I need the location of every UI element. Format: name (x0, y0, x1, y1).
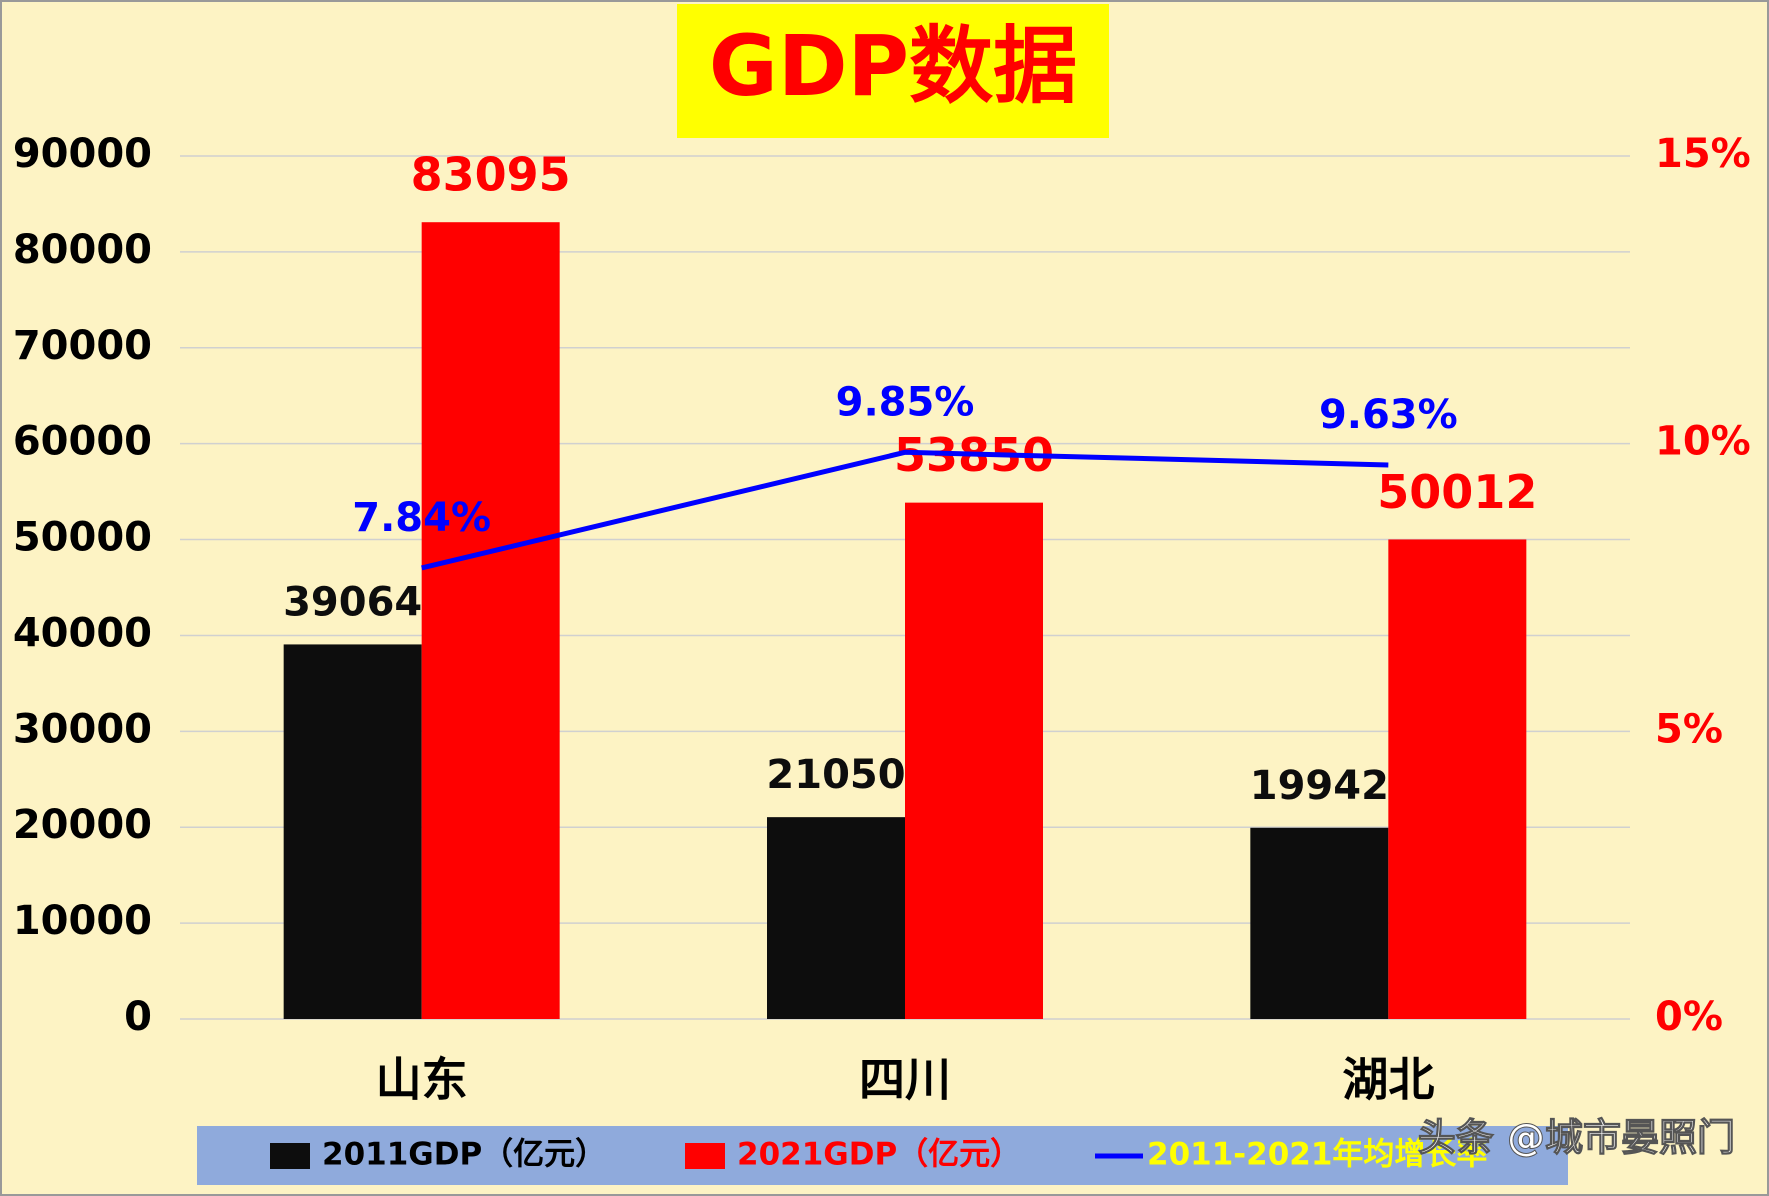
legend-label: 2021GDP（亿元） (737, 1137, 1021, 1173)
y-tick-label: 40000 (13, 610, 152, 656)
y2-tick-label: 10% (1655, 419, 1751, 465)
y-tick-label: 0 (124, 994, 152, 1040)
y-tick-label: 10000 (13, 898, 152, 944)
chart-title: GDP数据 (709, 17, 1077, 115)
legend-box (197, 1126, 1568, 1185)
legend-label: 2011-2021年均增长率 (1147, 1137, 1487, 1173)
watermark: 头条 @城市晏照门 (1418, 1116, 1735, 1160)
y2-tick-label: 15% (1655, 131, 1751, 177)
line (421, 449, 1389, 571)
x-tick-label: 湖北 (1342, 1053, 1434, 1107)
bar (1388, 539, 1527, 1019)
y-tick-label: 90000 (13, 131, 152, 177)
bar-value-label: 39064 (283, 579, 422, 625)
y-tick-label: 60000 (13, 419, 152, 465)
y-tick-label: 50000 (13, 515, 152, 561)
y-tick-label: 70000 (13, 323, 152, 369)
bar-value-label: 21050 (766, 752, 905, 798)
y-tick-label: 30000 (13, 706, 152, 752)
bar-value-label: 83095 (411, 148, 571, 202)
y-tick-label: 80000 (13, 227, 152, 273)
bar (905, 502, 1043, 1020)
bar (1250, 827, 1389, 1019)
x-tick-label: 山东 (376, 1053, 468, 1107)
y-tick-label: 20000 (13, 802, 152, 848)
legend-swatch (685, 1143, 725, 1169)
legend-swatch (270, 1143, 310, 1169)
bar (421, 222, 560, 1019)
bar-value-label: 50012 (1377, 465, 1537, 519)
legend-label: 2011GDP（亿元） (322, 1137, 606, 1173)
line-value-label: 9.85% (836, 379, 975, 425)
line-value-label: 7.84% (352, 495, 491, 541)
bar (283, 644, 422, 1019)
x-tick-label: 四川 (859, 1053, 951, 1107)
y2-tick-label: 5% (1655, 706, 1723, 752)
line-value-label: 9.63% (1319, 392, 1458, 438)
bar (767, 817, 905, 1019)
y2-tick-label: 0% (1655, 994, 1723, 1040)
bar-value-label: 19942 (1250, 763, 1389, 809)
title-box (677, 4, 1109, 138)
